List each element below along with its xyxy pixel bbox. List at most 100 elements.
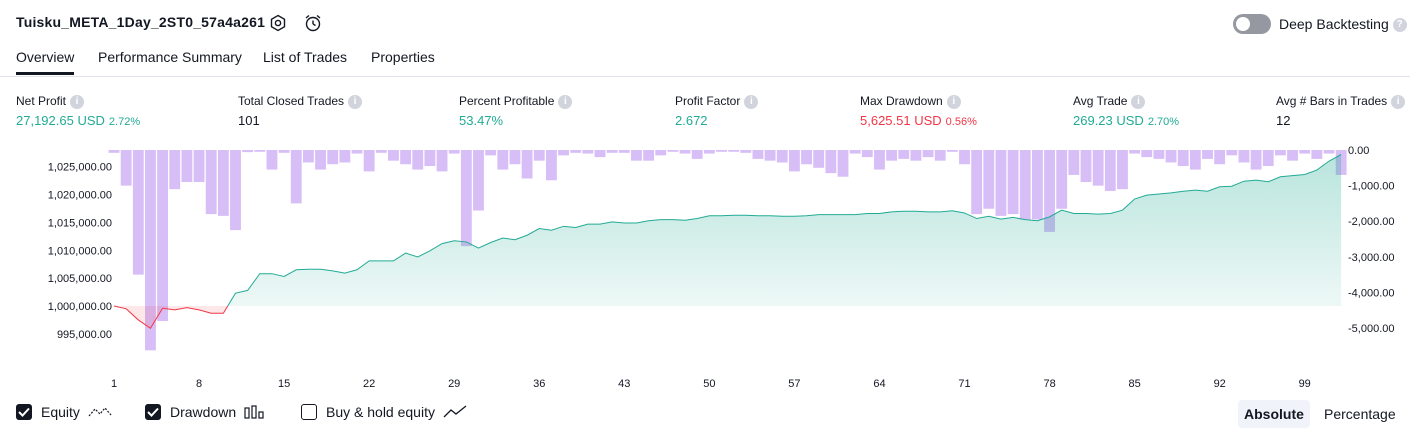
- drawdown-bar: [1177, 150, 1189, 167]
- legend-drawdown[interactable]: Drawdown: [145, 404, 266, 420]
- drawdown-bar: [424, 150, 436, 167]
- drawdown-bar: [509, 150, 521, 165]
- drawdown-bar: [849, 150, 861, 154]
- info-icon[interactable]: i: [744, 94, 759, 109]
- info-icon[interactable]: i: [70, 94, 85, 109]
- metric-value-text: 2.672: [675, 112, 708, 128]
- left-axis-tick: 1,000,000.00: [48, 301, 112, 313]
- info-icon[interactable]: i: [1391, 94, 1406, 109]
- x-axis-tick: 64: [873, 378, 885, 390]
- equity-drawdown-chart[interactable]: 1,025,000.00 1,020,000.00 1,015,000.00 1,01…: [0, 0, 1424, 400]
- legend-buy-hold-equity[interactable]: Buy & hold equity: [301, 404, 467, 420]
- metric-label-text: Profit Factor: [675, 94, 741, 108]
- drawdown-bar: [388, 150, 399, 161]
- x-axis: 1 8 15 22 29 36 43 50 57 64 71 78 85 92 99: [111, 378, 1311, 390]
- alarm-clock-icon[interactable]: [302, 12, 324, 34]
- percentage-button[interactable]: Percentage: [1324, 406, 1396, 422]
- x-axis-tick: 99: [1299, 378, 1311, 390]
- metric-label: Avg Trade i: [1073, 94, 1179, 109]
- drawdown-bar: [1080, 150, 1092, 183]
- tab-performance-summary[interactable]: Performance Summary: [98, 49, 242, 65]
- tab-overview[interactable]: Overview: [16, 49, 75, 75]
- metric-label-text: Avg Trade: [1073, 94, 1128, 108]
- drawdown-bar: [1250, 150, 1262, 170]
- x-axis-tick: 43: [618, 378, 630, 390]
- drawdown-bar: [946, 150, 958, 152]
- metric-percent-profitable: Percent Profitable i 53.47%: [459, 94, 573, 128]
- metric-value-text: 5,625.51 USD: [860, 112, 942, 128]
- drawdown-bar: [618, 150, 630, 153]
- drawdown-bar: [315, 150, 326, 170]
- right-axis: 0.00 -1,000.00 -2,000.00 -3,000.00 -4,000.00…: [1348, 145, 1394, 335]
- drawdown-bar: [497, 150, 509, 170]
- drawdown-bar: [521, 150, 533, 179]
- drawdown-checkbox[interactable]: [145, 404, 161, 420]
- drawdown-bars-icon: [244, 405, 264, 419]
- drawdown-bar: [1056, 150, 1068, 209]
- drawdown-bar: [327, 150, 339, 165]
- info-icon[interactable]: i: [348, 94, 363, 109]
- drawdown-bar: [971, 150, 983, 215]
- buy-hold-label: Buy & hold equity: [326, 404, 435, 420]
- info-icon[interactable]: i: [946, 94, 961, 109]
- info-icon[interactable]: ?: [1392, 18, 1407, 33]
- drawdown-bar: [132, 150, 144, 275]
- drawdown-bar: [570, 150, 582, 153]
- metric-total-closed-trades: Total Closed Trades i 101: [238, 94, 363, 128]
- drawdown-bar: [752, 150, 764, 159]
- drawdown-bar: [703, 150, 715, 154]
- buy-hold-checkbox[interactable]: [301, 404, 317, 420]
- drawdown-bar: [254, 150, 266, 152]
- equity-label: Equity: [41, 404, 80, 420]
- metric-label-text: Percent Profitable: [459, 94, 555, 108]
- drawdown-bar: [1092, 150, 1104, 186]
- drawdown-bar: [643, 150, 655, 161]
- drawdown-bar: [205, 150, 217, 215]
- strategy-title: Tuisku_META_1Day_2ST0_57a4a261: [16, 14, 266, 30]
- drawdown-bar: [679, 150, 691, 154]
- x-axis-tick: 8: [196, 378, 202, 390]
- x-axis-tick: 57: [788, 378, 800, 390]
- metric-value: 269.23 USD 2.70%: [1073, 113, 1179, 128]
- drawdown-bar: [861, 150, 873, 158]
- drawdown-bar: [764, 150, 776, 161]
- drawdown-bar: [716, 150, 727, 152]
- metric-value-text: 269.23 USD: [1073, 112, 1144, 128]
- drawdown-bar: [1226, 150, 1238, 156]
- drawdown-bar: [1019, 150, 1031, 220]
- deep-backtesting-toggle[interactable]: [1233, 14, 1271, 34]
- drawdown-bar: [217, 150, 229, 216]
- drawdown-bar: [230, 150, 241, 231]
- metric-value-text: 27,192.65 USD: [16, 112, 105, 128]
- metric-label-text: Total Closed Trades: [238, 94, 345, 108]
- metric-label: Net Profit i: [16, 94, 140, 109]
- legend-equity[interactable]: Equity: [16, 404, 112, 420]
- drawdown-bar: [983, 150, 995, 209]
- metric-value: 2.672: [675, 113, 758, 128]
- left-axis-tick: 995,000.00: [57, 329, 112, 341]
- metric-value: 27,192.65 USD 2.72%: [16, 113, 140, 128]
- drawdown-bar: [740, 150, 752, 153]
- drawdown-bar: [1129, 150, 1141, 154]
- x-axis-tick: 1: [111, 378, 117, 390]
- x-axis-tick: 85: [1128, 378, 1140, 390]
- drawdown-bar: [1044, 150, 1055, 232]
- drawdown-bar: [837, 150, 849, 177]
- right-axis-tick: -2,000.00: [1348, 216, 1394, 228]
- info-icon[interactable]: i: [558, 94, 573, 109]
- tab-properties[interactable]: Properties: [371, 49, 435, 65]
- deep-backtesting-text: Deep Backtesting: [1279, 16, 1389, 32]
- drawdown-bar: [145, 150, 156, 351]
- tab-list-of-trades[interactable]: List of Trades: [263, 49, 348, 65]
- right-axis-tick: -4,000.00: [1348, 288, 1394, 300]
- absolute-button[interactable]: Absolute: [1238, 400, 1310, 428]
- drawdown-bar: [533, 150, 545, 161]
- drawdown-bar: [1165, 150, 1177, 163]
- drawdown-bar: [631, 150, 642, 161]
- drawdown-bar: [1104, 150, 1116, 191]
- settings-gear-icon[interactable]: [267, 12, 289, 34]
- metric-value: 53.47%: [459, 113, 572, 128]
- equity-checkbox[interactable]: [16, 404, 32, 420]
- drawdown-bar: [959, 150, 970, 165]
- info-icon[interactable]: i: [1131, 94, 1146, 109]
